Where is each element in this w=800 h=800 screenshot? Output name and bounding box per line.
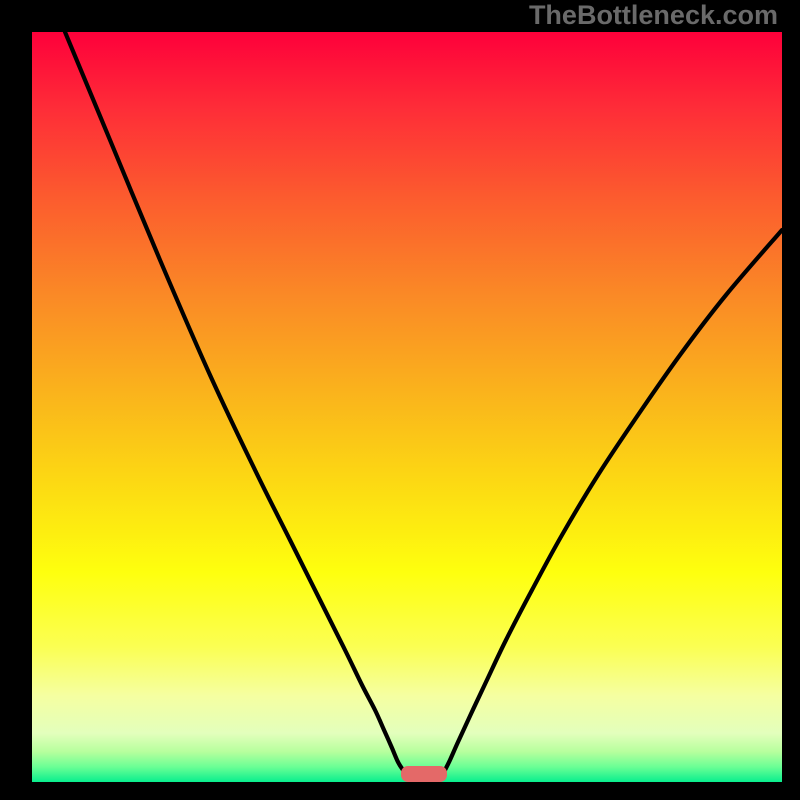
gradient-background — [32, 32, 782, 782]
plot-area — [32, 32, 782, 782]
bottleneck-plot — [0, 0, 800, 800]
bottleneck-marker — [401, 766, 447, 782]
watermark-text: TheBottleneck.com — [529, 0, 778, 31]
